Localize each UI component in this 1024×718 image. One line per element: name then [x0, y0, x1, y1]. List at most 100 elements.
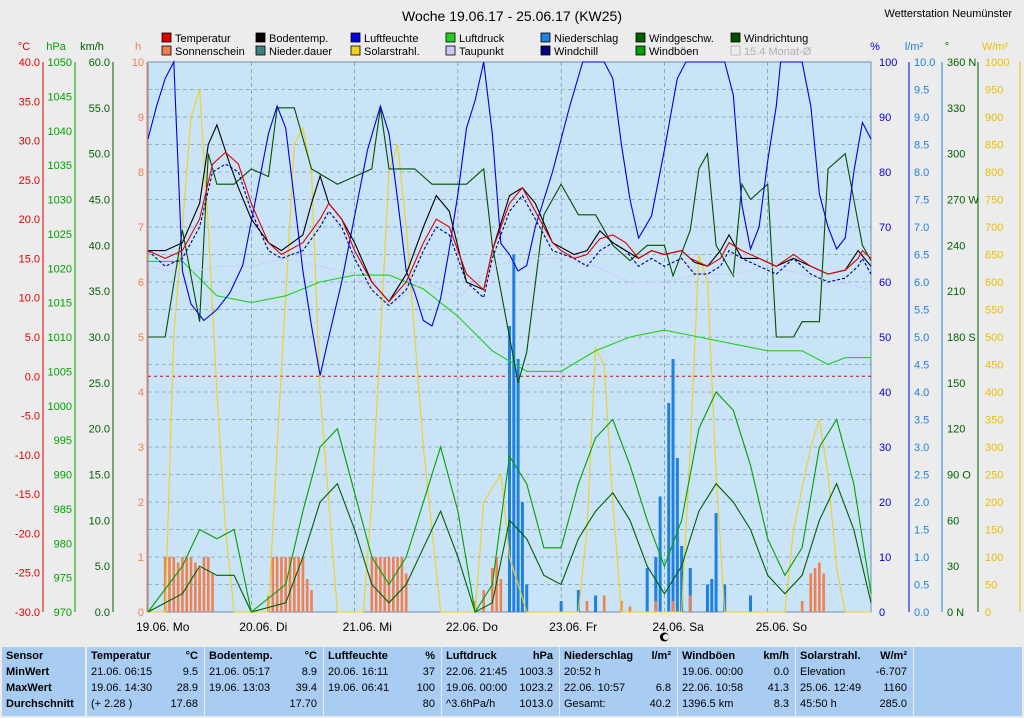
stats-cell-druck-label: 22.06. 21:45: [446, 666, 508, 678]
y-axis-unit: hPa: [46, 41, 66, 53]
stats-col-sensor: Sensor MinWert MaxWert Durchschnitt: [2, 647, 86, 716]
stats-cell-boen-label: 19.06. 00:00: [682, 666, 744, 678]
bar-sonnenschein: [310, 590, 313, 612]
y-tick-label: 180 S: [947, 332, 976, 344]
legend-label: Windböen: [649, 46, 699, 58]
y-tick-label: 600: [985, 277, 1003, 289]
y-tick-label: 15.0: [19, 253, 40, 265]
y-tick-label: 50.0: [89, 149, 110, 161]
stats-cell-druck-value: 1023.2: [519, 682, 553, 694]
y-tick-label: 55.0: [89, 103, 110, 115]
stats-cell-temp-label: 21.06. 06:15: [91, 666, 153, 678]
x-tick-label: 23.06. Fr: [549, 620, 597, 634]
stats-header-boden: Bodentemp.: [209, 650, 273, 662]
y-tick-label: 15.0: [89, 470, 110, 482]
y-tick-label: -15.0: [15, 489, 40, 501]
stats-cell-boen-value: 8.3: [773, 698, 789, 710]
bar-niederschlag: [667, 403, 671, 612]
y-tick-label: 50: [985, 580, 997, 592]
y-tick-label: 1010: [48, 332, 72, 344]
legend-label: Temperatur: [175, 33, 231, 45]
legend-label: Taupunkt: [459, 46, 504, 58]
bar-sonnenschein: [271, 557, 275, 612]
y-tick-label: 2.5: [914, 470, 929, 482]
y-tick-label: 900: [985, 112, 1003, 124]
y-tick-label: 0: [138, 607, 144, 619]
stats-cell-nieder-value: 6.8: [655, 682, 671, 694]
y-axis-unit: %: [870, 41, 880, 53]
bar-sonnenschein: [288, 557, 292, 612]
legend-label: Nieder.dauer: [269, 46, 332, 58]
bar-niederschlag: [675, 458, 679, 612]
y-tick-label: -20.0: [15, 528, 40, 540]
stats-cell-druck-label: 19.06. 00:00: [446, 682, 508, 694]
y-tick-label: 1.5: [914, 525, 929, 537]
y-tick-label: 1: [138, 552, 144, 564]
y-tick-label: 550: [985, 305, 1003, 317]
x-tick-label: 20.06. Di: [239, 620, 287, 634]
series-line-windchill: [147, 163, 872, 307]
y-tick-label: 150: [985, 525, 1003, 537]
stats-cell-solar-value: 1160: [883, 682, 907, 694]
y-tick-label: 10: [879, 552, 891, 564]
y-tick-label: 5.5: [914, 305, 929, 317]
bar-sonnenschein: [211, 573, 214, 612]
stats-unit-boen: km/h: [763, 650, 789, 662]
legend-swatch: [350, 45, 361, 56]
y-tick-label: 750: [985, 195, 1003, 207]
y-tick-label: 980: [54, 538, 72, 550]
y-tick-label: 950: [985, 85, 1003, 97]
bar-sonnenschein: [181, 557, 184, 612]
y-tick-label: 3: [138, 442, 144, 454]
y-tick-label: 100: [985, 552, 1003, 564]
y-tick-label: 100: [879, 57, 897, 69]
y-tick-label: 60: [879, 277, 891, 289]
stats-cell-nieder-value: 40.2: [649, 698, 671, 710]
line-series: [147, 59, 872, 614]
y-tick-label: 7: [138, 222, 144, 234]
legend-swatch: [161, 32, 172, 43]
y-tick-label: 4.5: [914, 360, 929, 372]
y-tick-label: 7.5: [914, 195, 929, 207]
bar-sonnenschein: [813, 568, 817, 612]
y-tick-label: 80: [879, 167, 891, 179]
bar-niederschlag: [723, 584, 727, 612]
y-tick-label: 330: [947, 103, 965, 115]
y-tick-label: 30.0: [19, 136, 40, 148]
y-axis-unit: °: [945, 41, 949, 53]
station-name: Wetterstation Neumünster: [884, 8, 1012, 20]
stats-cell-boen-label: 1396.5 km: [682, 698, 734, 710]
statistics-table: Sensor MinWert MaxWert Durchschnitt Temp…: [0, 645, 1024, 718]
bar-niederschlag: [680, 546, 684, 612]
legend-label: Bodentemp.: [269, 33, 328, 45]
stats-cell-nieder-label: 20:52 h: [564, 666, 601, 678]
series-line-windben: [147, 391, 872, 614]
y-tick-label: 970: [54, 607, 72, 619]
y-tick-label: 35.0: [89, 286, 110, 298]
legend-swatch: [445, 45, 456, 56]
bar-sonnenschein: [482, 590, 485, 612]
y-tick-label: 5.0: [914, 332, 929, 344]
legend-swatch: [255, 32, 266, 43]
legend-swatch: [635, 45, 646, 56]
legend-label: Windgeschw.: [649, 33, 714, 45]
stats-col-druck: Luftdruck hPa 22.06. 21:45 1003.3 19.06. 00:…: [442, 647, 560, 716]
legend-swatch: [730, 45, 741, 56]
y-tick-label: 1020: [48, 263, 72, 275]
stats-label-min: MinWert: [6, 666, 50, 678]
stats-cell-druck-label: ^3.6hPa/h: [446, 698, 496, 710]
stats-cell-temp-value: 17.68: [170, 698, 198, 710]
stats-cell-boen-value: 0.0: [773, 666, 789, 678]
bar-sonnenschein: [654, 601, 658, 612]
y-tick-label: 1005: [48, 366, 72, 378]
y-tick-label: 30: [879, 442, 891, 454]
y-tick-label: -5.0: [21, 411, 40, 423]
y-tick-label: 3.0: [914, 442, 929, 454]
y-tick-label: 200: [985, 497, 1003, 509]
bar-sonnenschein: [396, 557, 399, 612]
y-tick-label: 1035: [48, 160, 72, 172]
bar-sonnenschein: [297, 557, 300, 612]
y-tick-label: 40.0: [89, 240, 110, 252]
stats-header-sensor: Sensor: [6, 650, 44, 662]
legend-label: Windchill: [554, 46, 598, 58]
